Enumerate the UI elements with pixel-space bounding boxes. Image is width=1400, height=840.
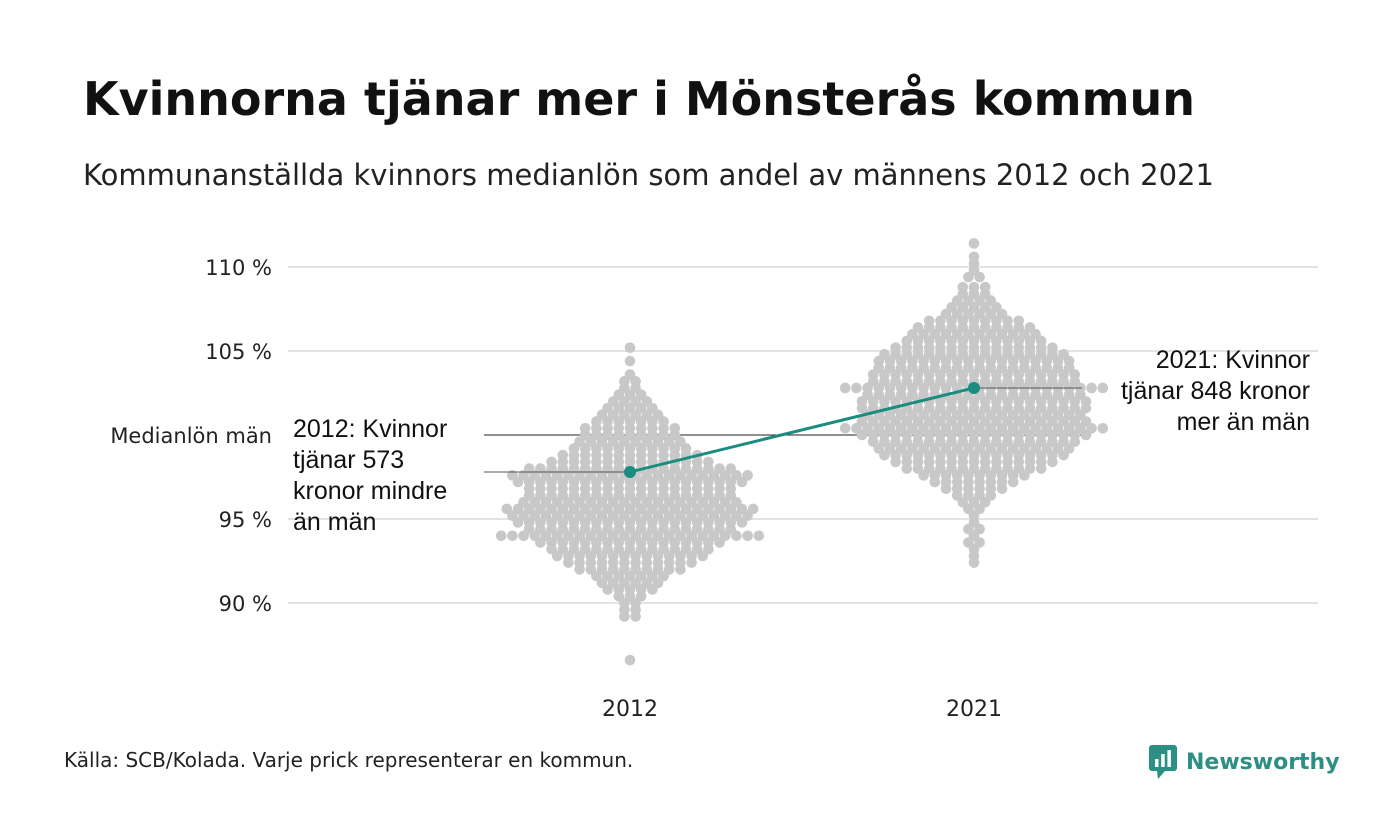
municipality-dot [495,530,507,542]
municipality-dot [851,382,862,394]
municipality-dot [535,537,546,548]
municipality-dot [839,422,851,434]
municipality-dot [624,355,636,367]
municipality-dot [624,342,636,353]
municipality-dot [518,530,529,542]
y-tick-label: 110 % [205,256,272,280]
municipality-dot [1097,422,1109,434]
municipality-dot [968,238,980,249]
annotation-2021: 2021: Kvinnor tjänar 848 kronor mer än män [1121,346,1310,436]
municipality-dot [686,557,697,568]
x-axis-ticks: 2012 2021 [602,697,1002,722]
municipality-dot [512,517,524,528]
municipality-dot [901,463,913,474]
municipality-dot [731,530,742,542]
municipality-dot [647,584,658,595]
x-tick-label: 2012 [602,697,658,722]
municipality-dot [507,530,518,542]
x-tick-label: 2021 [946,697,1002,722]
municipality-dot [1058,449,1069,461]
highlight-line [629,386,975,474]
municipality-dot [839,382,851,394]
baseline-label: Medianlön män [110,424,272,448]
municipality-dot [675,564,686,575]
municipality-dot [940,483,952,495]
annotation-2012: 2012: Kvinnor tjänar 573 kronor mindre än m… [293,415,447,536]
chart-title: Kvinnorna tjänar mer i Mönsterås kommun [83,72,1196,126]
municipality-dot [512,476,524,488]
beeswarm-dots [495,238,1109,666]
municipality-dot [1035,463,1047,474]
municipality-dot [996,483,1008,495]
bar-chart-speech-icon [1149,745,1177,779]
highlight-series [624,381,980,478]
municipality-dot [890,456,901,468]
municipality-dot [630,611,641,622]
y-axis-ticks: 90 % 95 % Medianlön män 105 % 110 % [110,256,272,616]
municipality-dot [714,537,725,548]
municipality-dot [736,476,748,488]
highlight-point-2021 [968,381,980,394]
y-tick-label: 95 % [219,508,272,532]
brand-name: Newsworthy [1186,749,1340,775]
municipality-dot [619,611,630,622]
newsworthy-logo[interactable]: Newsworthy [1148,744,1340,780]
municipality-dot [697,550,709,562]
municipality-dot [1047,456,1058,468]
municipality-dot [1007,476,1019,488]
municipality-dot [1097,382,1109,394]
municipality-dot [742,530,753,542]
municipality-dot [963,271,974,283]
municipality-dot [856,429,868,441]
municipality-dot [968,557,980,568]
annotations: 2012: Kvinnor tjänar 573 kronor mindre än m… [293,346,1310,536]
municipality-dot [1086,382,1097,394]
municipality-dot [736,517,748,528]
municipality-dot [974,271,985,283]
municipality-dot [1080,429,1092,441]
y-tick-label: 90 % [219,592,272,616]
municipality-dot [753,530,765,542]
highlight-point-2012 [624,465,636,478]
y-tick-label: 105 % [205,340,272,364]
municipality-dot [551,550,563,562]
municipality-dot [602,584,613,595]
source-note: Källa: SCB/Kolada. Varje prick represent… [64,748,634,772]
municipality-dot [918,470,929,481]
chart-subtitle: Kommunanställda kvinnors medianlön som a… [83,158,1214,192]
municipality-dot [563,557,574,568]
municipality-dot [879,449,890,461]
municipality-dot [574,564,585,575]
municipality-dot [624,654,636,666]
municipality-dot [1019,470,1030,481]
municipality-dot [929,476,941,488]
